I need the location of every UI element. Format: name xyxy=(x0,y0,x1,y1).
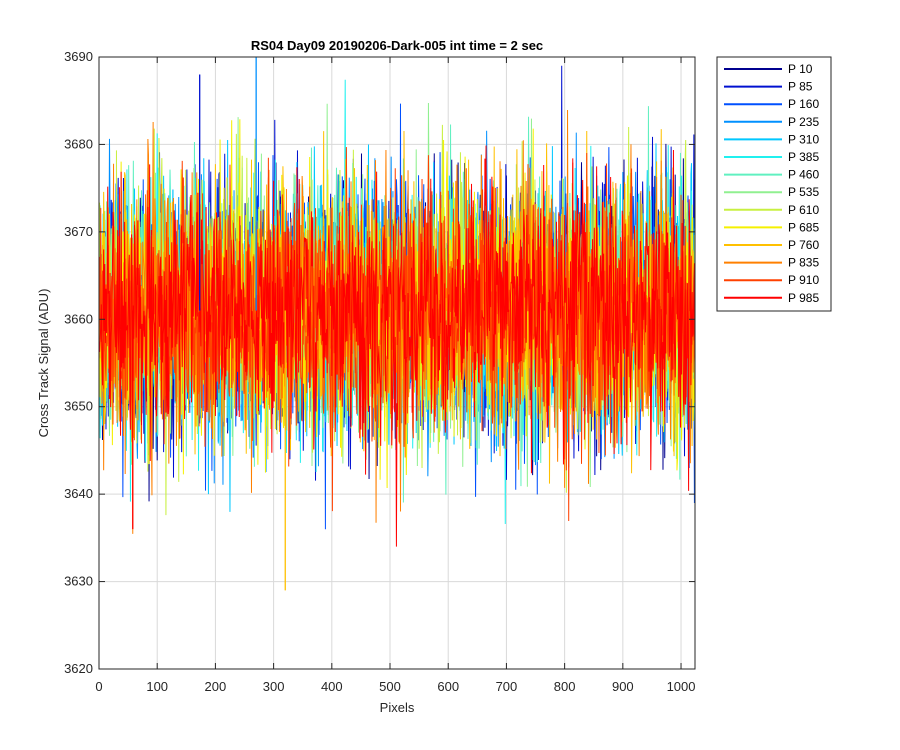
x-tick-label: 800 xyxy=(554,679,576,694)
x-tick-label: 1000 xyxy=(667,679,696,694)
x-tick-label: 600 xyxy=(437,679,459,694)
axis-ticks: 0 100 200 300 400 500 600 700 800 900 1000 3620 3630… xyxy=(64,49,695,694)
legend-label: P 835 xyxy=(788,256,819,270)
legend-label: P 535 xyxy=(788,185,819,199)
x-tick-label: 100 xyxy=(146,679,168,694)
x-axis-label: Pixels xyxy=(380,700,415,715)
x-tick-label: 400 xyxy=(321,679,343,694)
legend-label: P 760 xyxy=(788,238,819,252)
legend-label: P 85 xyxy=(788,80,813,94)
legend-label: P 385 xyxy=(788,150,819,164)
legend-label: P 235 xyxy=(788,115,819,129)
y-tick-label: 3670 xyxy=(64,224,93,239)
legend-label: P 610 xyxy=(788,203,819,217)
legend-label: P 985 xyxy=(788,291,819,305)
legend-label: P 910 xyxy=(788,273,819,287)
y-tick-label: 3630 xyxy=(64,574,93,589)
x-tick-label: 900 xyxy=(612,679,634,694)
y-tick-label: 3660 xyxy=(64,311,93,326)
x-tick-label: 700 xyxy=(496,679,518,694)
x-tick-label: 200 xyxy=(205,679,227,694)
legend-box xyxy=(716,56,832,312)
legend: P 10 P 85 P 160 P 235 P 310 P 385 P 460 P 535 P … xyxy=(716,56,832,312)
y-tick-label: 3680 xyxy=(64,136,93,151)
y-axis-label: Cross Track Signal (ADU) xyxy=(36,289,51,438)
series-p985-line xyxy=(99,145,695,547)
y-tick-label: 3690 xyxy=(64,49,93,64)
x-tick-label: 0 xyxy=(95,679,102,694)
series-lines xyxy=(99,57,695,591)
x-tick-label: 500 xyxy=(379,679,401,694)
legend-label: P 685 xyxy=(788,220,819,234)
y-tick-label: 3620 xyxy=(64,661,93,676)
legend-label: P 460 xyxy=(788,168,819,182)
legend-label: P 310 xyxy=(788,132,819,146)
legend-label: P 10 xyxy=(788,62,813,76)
y-tick-label: 3640 xyxy=(64,486,93,501)
y-tick-label: 3650 xyxy=(64,399,93,414)
chart-title: RS04 Day09 20190206-Dark-005 int time = … xyxy=(251,38,543,53)
legend-label: P 160 xyxy=(788,97,819,111)
plot-border xyxy=(98,56,696,670)
x-tick-label: 300 xyxy=(263,679,285,694)
